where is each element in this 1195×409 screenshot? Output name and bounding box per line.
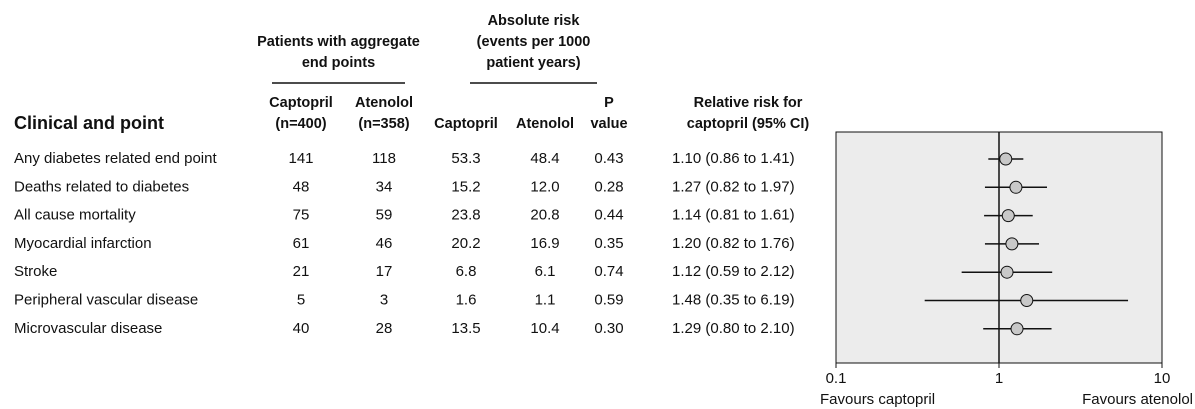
estimate-label: 1.12 (0.59 to 2.12) xyxy=(672,263,795,280)
row-label: Any diabetes related end point xyxy=(14,150,217,167)
point-estimate xyxy=(1005,237,1019,251)
table-cell: 0.28 xyxy=(594,178,623,195)
group-header: Patients with aggregate xyxy=(257,34,420,50)
table-cell: 3 xyxy=(380,291,388,308)
column-header: value xyxy=(590,116,627,132)
table-cell: 0.35 xyxy=(594,235,623,252)
table-cell: 141 xyxy=(288,150,313,167)
point-estimate xyxy=(1000,265,1014,279)
row-label: Myocardial infarction xyxy=(14,235,152,252)
estimate-label: 1.14 (0.81 to 1.61) xyxy=(672,207,795,224)
table-cell: 21 xyxy=(293,263,310,280)
column-header: Atenolol xyxy=(355,95,413,111)
estimate-label: 1.20 (0.82 to 1.76) xyxy=(672,235,795,252)
table-cell: 6.1 xyxy=(535,263,556,280)
table-cell: 59 xyxy=(376,207,393,224)
table-cell: 20.2 xyxy=(451,235,480,252)
label-header: Clinical and point xyxy=(14,113,164,133)
point-estimate xyxy=(1001,209,1015,223)
group-header: (events per 1000 xyxy=(477,34,591,50)
point-estimate xyxy=(1009,180,1023,194)
table-cell: 48.4 xyxy=(530,150,559,167)
column-header: Captopril xyxy=(269,95,333,111)
table-cell: 5 xyxy=(297,291,305,308)
table-cell: 1.1 xyxy=(535,291,556,308)
estimate-label: 1.48 (0.35 to 6.19) xyxy=(672,291,795,308)
table-cell: 6.8 xyxy=(456,263,477,280)
x-label: Favours atenolol xyxy=(1082,391,1193,408)
point-estimate xyxy=(1020,294,1034,307)
row-label: All cause mortality xyxy=(14,207,136,224)
table-cell: 28 xyxy=(376,320,393,337)
estimate-label: 1.29 (0.80 to 2.10) xyxy=(672,320,795,337)
column-header: Relative risk for xyxy=(694,95,803,111)
row-label: Deaths related to diabetes xyxy=(14,178,189,195)
table-cell: 17 xyxy=(376,263,393,280)
table-cell: 0.59 xyxy=(594,291,623,308)
column-header: (n=358) xyxy=(358,116,409,132)
table-cell: 1.6 xyxy=(456,291,477,308)
table-cell: 46 xyxy=(376,235,393,252)
table-cell: 0.43 xyxy=(594,150,623,167)
table-cell: 0.44 xyxy=(594,207,623,224)
row-label: Peripheral vascular disease xyxy=(14,291,198,308)
point-estimate xyxy=(999,152,1013,166)
table-cell: 0.30 xyxy=(594,320,623,337)
x-label: Favours captopril xyxy=(820,391,935,408)
column-header: P xyxy=(604,95,614,111)
table-cell: 53.3 xyxy=(451,150,480,167)
group-header: end points xyxy=(302,55,375,71)
table-cell: 0.74 xyxy=(594,263,623,280)
column-header: Captopril xyxy=(434,116,498,132)
group-header: Absolute risk xyxy=(488,13,581,29)
point-estimate xyxy=(1010,322,1024,336)
x-tick-label: 1 xyxy=(995,370,1003,387)
row-label: Stroke xyxy=(14,263,57,280)
estimate-label: 1.27 (0.82 to 1.97) xyxy=(672,178,795,195)
row-label: Microvascular disease xyxy=(14,320,162,337)
table-cell: 13.5 xyxy=(451,320,480,337)
column-header: Atenolol xyxy=(516,116,574,132)
table-cell: 10.4 xyxy=(530,320,559,337)
table-cell: 15.2 xyxy=(451,178,480,195)
table-cell: 23.8 xyxy=(451,207,480,224)
table-cell: 12.0 xyxy=(530,178,559,195)
table-cell: 118 xyxy=(372,150,396,167)
column-header: (n=400) xyxy=(275,116,326,132)
table-cell: 48 xyxy=(293,178,310,195)
column-header: captopril (95% CI) xyxy=(687,116,810,132)
x-tick-label: 10 xyxy=(1154,370,1171,387)
x-tick-label: 0.1 xyxy=(826,370,847,387)
group-header: patient years) xyxy=(486,55,580,71)
estimate-label: 1.10 (0.86 to 1.41) xyxy=(672,150,795,167)
table-cell: 34 xyxy=(376,178,393,195)
table-cell: 40 xyxy=(293,320,310,337)
table-cell: 20.8 xyxy=(530,207,559,224)
table-cell: 75 xyxy=(293,207,310,224)
table-cell: 16.9 xyxy=(530,235,559,252)
table-cell: 61 xyxy=(293,235,310,252)
